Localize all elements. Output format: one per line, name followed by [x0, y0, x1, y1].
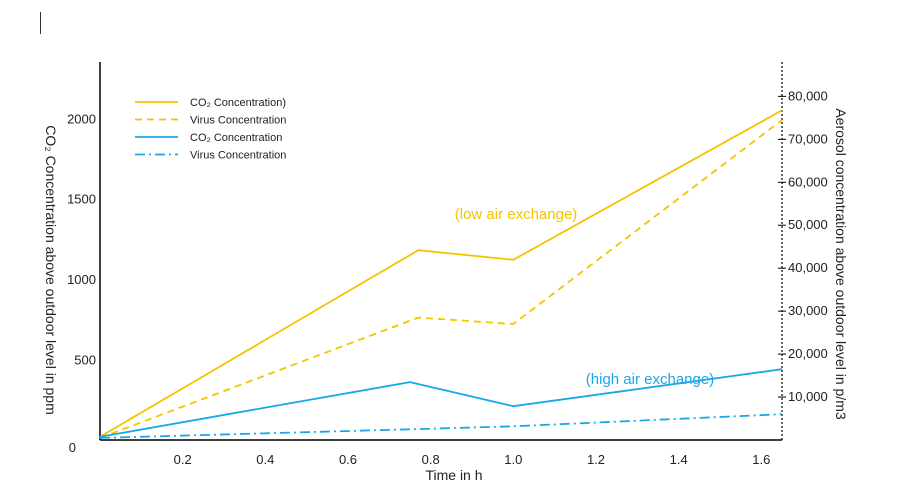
x-tick-label: 1.0: [504, 452, 522, 467]
y-right-tick-label: 10,000: [788, 389, 828, 404]
y-right-tick-label: 70,000: [788, 131, 828, 146]
legend-label-1: Virus Concentration: [190, 115, 286, 127]
y-right-tick-label: 50,000: [788, 217, 828, 232]
legend-label-2: CO₂ Concentration: [190, 132, 282, 144]
axes: 0.2 0.4 0.6 0.8 1.0 1.2 1.4 1.6 0 500 1000 1500 2000…: [67, 62, 828, 467]
series-line-0: [99, 109, 783, 438]
annotation-high-air-exchange: (high air exchange): [586, 371, 714, 388]
x-tick-label: 1.2: [587, 452, 605, 467]
y-left-tick-label: 500: [74, 353, 96, 368]
y-left-tick-label: 2000: [67, 111, 96, 126]
legend-label-3: Virus Concentration: [190, 150, 286, 162]
y-left-tick-label: 0: [69, 440, 76, 455]
y-right-tick-label: 80,000: [788, 88, 828, 103]
legend-label-0: CO₂ Concentration): [190, 97, 286, 109]
y-left-axis-title: CO₂ Concentration above outdoor level in…: [43, 125, 59, 415]
legend: CO₂ Concentration) Virus Concentration CO₂…: [135, 97, 286, 162]
series-line-1: [99, 119, 783, 439]
series-line-3: [99, 413, 783, 439]
x-tick-label: 0.4: [256, 452, 274, 467]
x-tick-label: 1.6: [752, 452, 770, 467]
y-right-tick-label: 20,000: [788, 346, 828, 361]
x-tick-label: 0.8: [422, 452, 440, 467]
series-line-2: [99, 368, 783, 438]
x-tick-label: 0.6: [339, 452, 357, 467]
y-right-tick-label: 40,000: [788, 260, 828, 275]
y-right-tick-label: 30,000: [788, 303, 828, 318]
y-right-tick-label: 60,000: [788, 174, 828, 189]
y-right-axis-title: Aerosol concentration above outdoor leve…: [833, 108, 849, 420]
x-tick-label: 0.2: [174, 452, 192, 467]
x-tick-label: 1.4: [670, 452, 688, 467]
annotation-low-air-exchange: (low air exchange): [455, 206, 578, 223]
y-left-tick-label: 1000: [67, 272, 96, 287]
y-left-tick-label: 1500: [67, 192, 96, 207]
x-axis-title: Time in h: [425, 467, 482, 483]
series-lines: [99, 109, 783, 439]
